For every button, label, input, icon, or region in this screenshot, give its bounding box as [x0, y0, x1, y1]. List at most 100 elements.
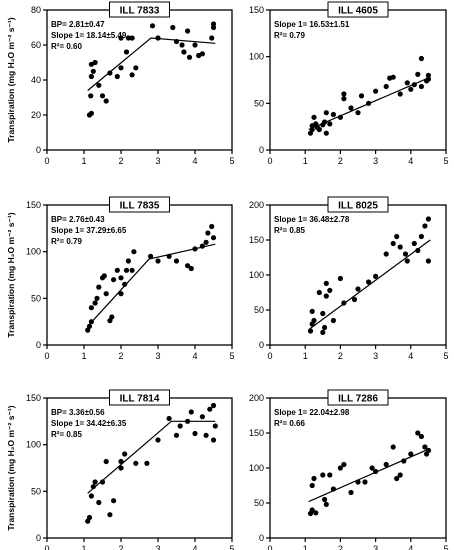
- x-tick-label: 1: [81, 156, 86, 166]
- data-point: [348, 105, 354, 111]
- data-point: [394, 233, 400, 240]
- x-tick-label: 5: [229, 544, 234, 550]
- data-point: [383, 251, 389, 257]
- y-tick-label: 50: [254, 98, 264, 108]
- panel-title: ILL 7814: [120, 394, 160, 405]
- y-tick-label: 50: [31, 486, 41, 496]
- data-point: [322, 324, 328, 331]
- x-tick-label: 1: [303, 156, 308, 166]
- y-tick-label: 60: [31, 40, 41, 50]
- data-point: [185, 28, 191, 34]
- panel-title-box: [109, 389, 170, 406]
- y-tick-label: 50: [254, 498, 264, 508]
- data-point: [415, 430, 421, 436]
- data-point: [422, 444, 428, 450]
- data-point: [348, 489, 354, 496]
- y-tick-label: 50: [31, 293, 41, 303]
- x-tick-label: 4: [408, 156, 413, 166]
- data-point: [192, 430, 198, 437]
- data-point: [355, 110, 361, 116]
- data-point: [309, 482, 315, 489]
- x-tick-label: 1: [81, 544, 86, 550]
- y-tick-label: 100: [26, 440, 41, 450]
- x-tick-label: 5: [229, 351, 234, 361]
- data-point: [103, 291, 109, 297]
- data-point: [210, 402, 217, 409]
- data-point: [173, 38, 180, 45]
- data-point: [212, 423, 218, 429]
- data-point: [166, 253, 172, 259]
- data-point: [408, 86, 414, 92]
- data-point: [309, 126, 315, 133]
- data-point: [103, 458, 109, 465]
- data-point: [118, 458, 124, 465]
- panel-title: ILL 7286: [338, 394, 378, 405]
- data-point: [330, 317, 336, 324]
- y-tick-label: 150: [249, 428, 264, 438]
- data-point: [111, 277, 117, 283]
- stat-annotation: Slope 1= 37.29±6.65: [51, 226, 127, 235]
- data-point: [94, 295, 100, 301]
- stat-annotation: Slope 1= 18.14±5.49: [51, 31, 127, 40]
- data-point: [88, 93, 94, 99]
- x-tick-label: 3: [373, 544, 378, 550]
- data-point: [109, 314, 115, 320]
- data-point: [114, 267, 120, 273]
- data-point: [173, 258, 180, 264]
- data-point: [309, 507, 315, 513]
- data-point: [425, 216, 431, 222]
- data-point: [111, 498, 117, 504]
- data-point: [148, 253, 154, 259]
- data-point: [307, 328, 314, 334]
- data-point: [92, 300, 98, 306]
- x-tick-label: 3: [373, 156, 378, 166]
- y-tick-label: 40: [31, 75, 41, 85]
- x-tick-label: 4: [408, 544, 413, 550]
- data-point: [418, 233, 424, 240]
- data-point: [323, 110, 329, 116]
- data-point: [209, 223, 215, 230]
- y-tick-label: 200: [249, 393, 264, 403]
- x-tick-label: 0: [267, 351, 272, 361]
- data-point: [155, 258, 161, 264]
- data-point: [118, 65, 124, 71]
- data-point: [92, 479, 98, 485]
- data-point: [107, 70, 113, 76]
- data-point: [88, 493, 94, 499]
- data-point: [114, 73, 120, 80]
- data-point: [129, 267, 135, 273]
- data-point: [88, 110, 94, 116]
- stat-annotation: Slope 1= 34.42±6.35: [51, 419, 127, 428]
- data-point: [373, 88, 379, 94]
- data-point: [123, 49, 130, 55]
- y-tick-label: 100: [249, 52, 264, 62]
- x-tick-label: 1: [303, 351, 308, 361]
- panel-title: ILL 4605: [338, 6, 378, 17]
- data-point: [373, 273, 379, 279]
- data-point: [358, 93, 365, 99]
- data-point: [118, 35, 124, 41]
- data-point: [337, 465, 343, 471]
- y-tick-label: 0: [36, 340, 41, 350]
- data-point: [188, 265, 194, 272]
- panel-1: 0 1 2 3 4 5 0 20 40 60 80 ILL 7833 BP= 2.81±0.47 Slop…: [6, 1, 235, 166]
- stat-annotation: Slope 1= 36.48±2.78: [274, 215, 350, 224]
- panel-title-box: [109, 1, 170, 18]
- data-point: [316, 289, 322, 296]
- y-tick-label: 0: [36, 145, 41, 155]
- data-point: [123, 267, 130, 273]
- data-point: [337, 275, 343, 282]
- x-tick-label: 0: [267, 544, 272, 550]
- data-point: [88, 305, 94, 311]
- data-point: [173, 432, 180, 438]
- data-point: [366, 279, 372, 285]
- x-tick-label: 5: [443, 351, 448, 361]
- y-tick-label: 0: [259, 145, 264, 155]
- data-point: [133, 460, 139, 466]
- x-tick-label: 1: [81, 351, 86, 361]
- data-point: [125, 35, 131, 41]
- data-point: [322, 119, 328, 125]
- stat-annotation: BP= 2.81±0.47: [51, 20, 105, 29]
